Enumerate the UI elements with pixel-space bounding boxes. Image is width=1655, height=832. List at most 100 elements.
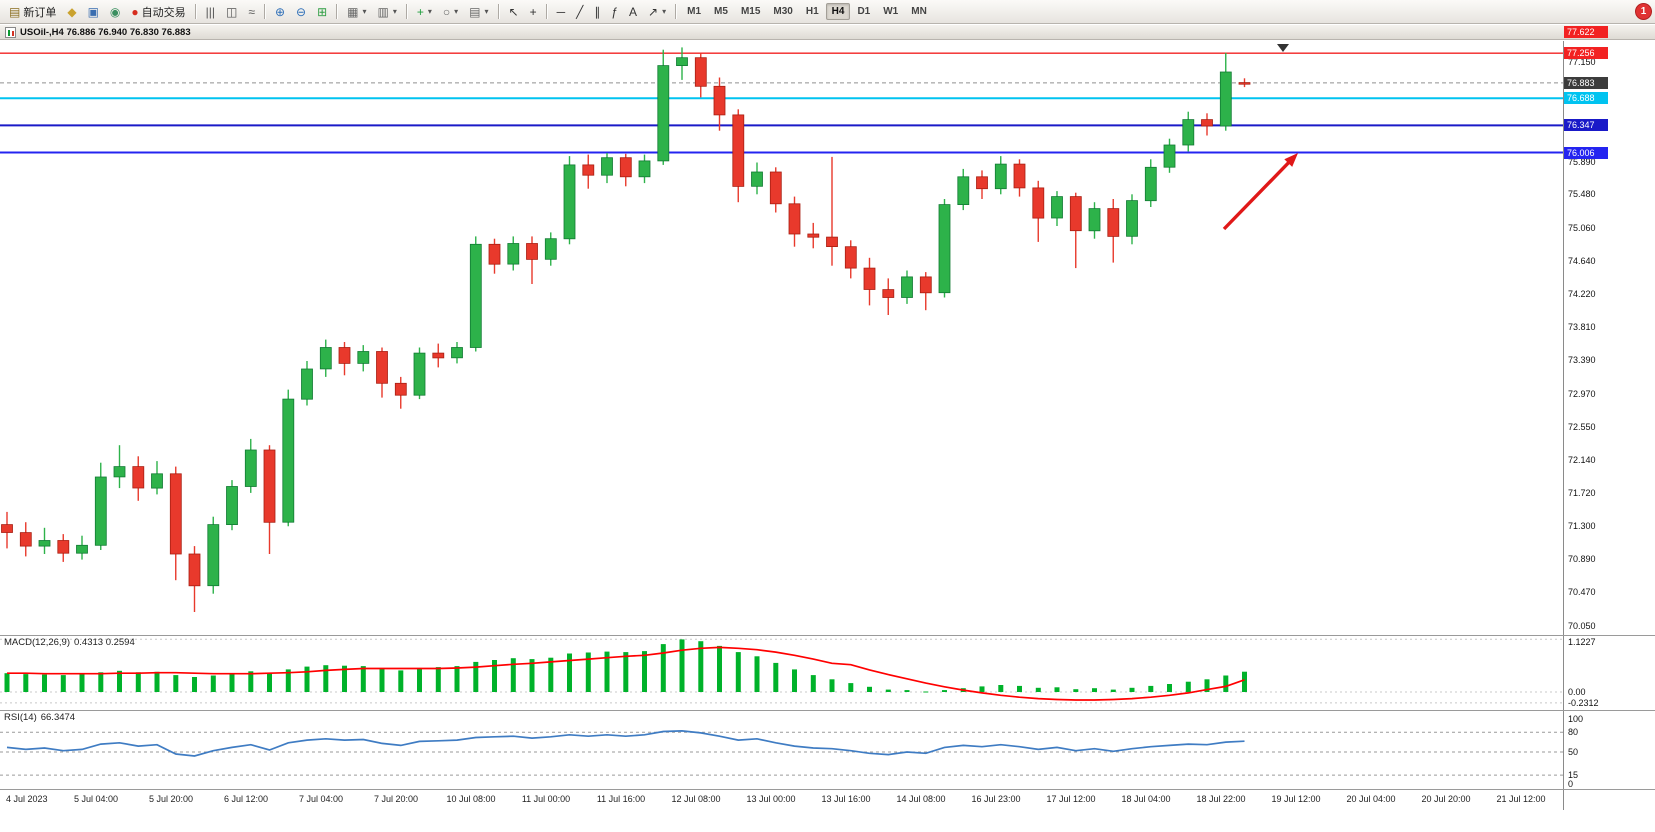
candlestick-chart-canvas[interactable] (0, 41, 1563, 635)
line-chart-button[interactable]: ≈ (243, 1, 260, 23)
price-label: 72.550 (1568, 421, 1596, 432)
toolbar-separator (263, 4, 266, 19)
text-button[interactable]: A (624, 1, 642, 23)
cursor-icon: ↖ (508, 4, 519, 19)
macd-histogram-bar (4, 673, 10, 692)
navigator-button[interactable]: ▣ (83, 1, 104, 23)
timeframe-button-m30[interactable]: M30 (773, 6, 793, 17)
current-price-label: 76.883 (1564, 76, 1608, 89)
templates-button[interactable]: ▤ ▾ (464, 1, 493, 23)
candle (1182, 111, 1195, 152)
main-price-panel: 77.150 75.890 75.480 75.060 74.640 74.220 73.8… (0, 26, 1655, 635)
time-label: 18 Jul 22:00 (1196, 794, 1246, 804)
macd-histogram-bar (1242, 671, 1247, 692)
candle (1088, 202, 1101, 239)
profiles-button[interactable]: ▥ ▾ (373, 1, 402, 23)
candle (394, 376, 407, 409)
candle (19, 522, 32, 557)
price-scale[interactable]: 77.150 75.890 75.480 75.060 74.640 74.220 73.8… (1563, 26, 1655, 635)
timeframe-button-d1[interactable]: D1 (857, 6, 871, 17)
trend-arrow-annotation[interactable] (1222, 153, 1298, 231)
trendline-button[interactable]: ╱ (571, 1, 588, 23)
candle (207, 516, 220, 594)
rsi-plot[interactable]: RSI(14) 66.3474 (0, 711, 1563, 789)
chart-window-titlebar[interactable]: USOil-,H4 76.886 76.940 76.830 76.883 (0, 25, 1655, 40)
rsi-chart-canvas[interactable] (0, 711, 1563, 789)
timeframe-button-h4[interactable]: H4 (825, 3, 851, 20)
chart-window-title: USOil-,H4 76.886 76.940 76.830 76.883 (20, 26, 191, 38)
macd-histogram-bar (342, 665, 347, 692)
macd-histogram-bar (660, 644, 666, 692)
main-plot[interactable] (0, 41, 1563, 635)
crosshair-button[interactable]: + (525, 1, 542, 23)
fibonacci-button[interactable]: ƒ (606, 1, 623, 23)
timeframe-button-m1[interactable]: M1 (687, 6, 702, 17)
candle (1107, 199, 1120, 263)
candle (188, 546, 201, 612)
horizontal-line-button[interactable]: ─ (552, 1, 571, 23)
candle (694, 52, 707, 98)
terminal-button[interactable]: ◉ (105, 1, 125, 23)
candle (469, 236, 482, 352)
zoom-in-button[interactable]: ⊕ (270, 1, 290, 23)
candle (788, 196, 801, 247)
macd-histogram-bar (885, 689, 891, 692)
price-label: 71.720 (1568, 487, 1596, 498)
chart-shift-marker[interactable] (1277, 44, 1289, 52)
price-label: 73.390 (1568, 355, 1596, 366)
candle (863, 257, 876, 306)
notification-badge[interactable]: 1 (1636, 4, 1651, 19)
zoom-out-button[interactable]: ⊖ (291, 1, 311, 23)
timeframe-button-mn[interactable]: MN (911, 6, 927, 17)
auto-trading-icon: ● (131, 4, 139, 19)
timeframe-button-w1[interactable]: W1 (883, 6, 899, 17)
axis-corner (1563, 790, 1655, 810)
tile-windows-button[interactable]: ⊞ (312, 1, 332, 23)
macd-histogram-bar (642, 651, 647, 692)
new-order-button[interactable]: ▤ 新订单 (4, 1, 61, 23)
main-toolbar: ▤ 新订单 ◆ ▣ ◉ ● 自动交易 ||| ◫ ≈ ⊕ ⊖ ⊞ ▦ ▾ ▥ ▾ + ▾ ○ ▾ ▤ ▾ ↖ + ─ ╱ ∥ ƒ A ↗ ▾ M… (0, 0, 1655, 24)
indicators-button[interactable]: + ▾ (412, 1, 437, 23)
auto-trading-button[interactable]: ● 自动交易 (126, 1, 190, 23)
arrows-button[interactable]: ↗ ▾ (643, 1, 671, 23)
candlestick-chart-button[interactable]: ◫ (221, 1, 242, 23)
macd-histogram-bar (923, 691, 929, 693)
candle (919, 272, 932, 311)
candle (844, 240, 857, 279)
candlestick-chart-icon: ◫ (226, 4, 238, 19)
macd-histogram-bar (698, 641, 704, 692)
candle (57, 534, 70, 562)
channel-button[interactable]: ∥ (589, 1, 605, 23)
timeframe-button-h1[interactable]: H1 (805, 6, 819, 17)
cursor-button[interactable]: ↖ (504, 1, 524, 23)
candle (151, 461, 163, 495)
timeframe-button-m15[interactable]: M15 (740, 6, 761, 17)
time-scale[interactable]: 4 Jul 2023 5 Jul 04:00 5 Jul 20:00 6 Jul 12… (0, 790, 1563, 810)
new-chart-button[interactable]: ▦ ▾ (342, 1, 371, 23)
macd-chart-canvas[interactable] (0, 636, 1563, 710)
macd-scale[interactable]: 1.1227 0.00 -0.2312 (1563, 636, 1655, 710)
macd-histogram-bar (417, 668, 422, 692)
chevron-down-icon: ▾ (662, 7, 667, 16)
candle (338, 342, 351, 376)
bar-chart-button[interactable]: ||| (201, 1, 220, 23)
timeframe-button-m5[interactable]: M5 (714, 6, 728, 17)
macd-histogram-bar (942, 690, 947, 692)
candle (94, 462, 107, 550)
candle (376, 347, 388, 398)
macd-scale-label: -0.2312 (1568, 697, 1599, 708)
candle (657, 49, 670, 165)
periods-button[interactable]: ○ ▾ (438, 1, 463, 23)
macd-histogram-bar (623, 652, 629, 692)
market-watch-button[interactable]: ◆ (62, 1, 81, 23)
macd-plot[interactable]: MACD(12,26,9) 0.4313 0.2594 (0, 636, 1563, 710)
time-label: 11 Jul 00:00 (521, 794, 571, 804)
macd-scale-label: 1.1227 (1568, 637, 1596, 647)
rsi-scale[interactable]: 100 80 50 15 0 (1563, 711, 1655, 789)
periods-icon: ○ (442, 4, 451, 19)
tile-windows-icon: ⊞ (317, 4, 328, 19)
macd-histogram-bar (473, 661, 479, 692)
macd-histogram-bar (323, 665, 329, 692)
candle (826, 156, 838, 266)
time-label: 4 Jul 2023 (6, 794, 48, 804)
